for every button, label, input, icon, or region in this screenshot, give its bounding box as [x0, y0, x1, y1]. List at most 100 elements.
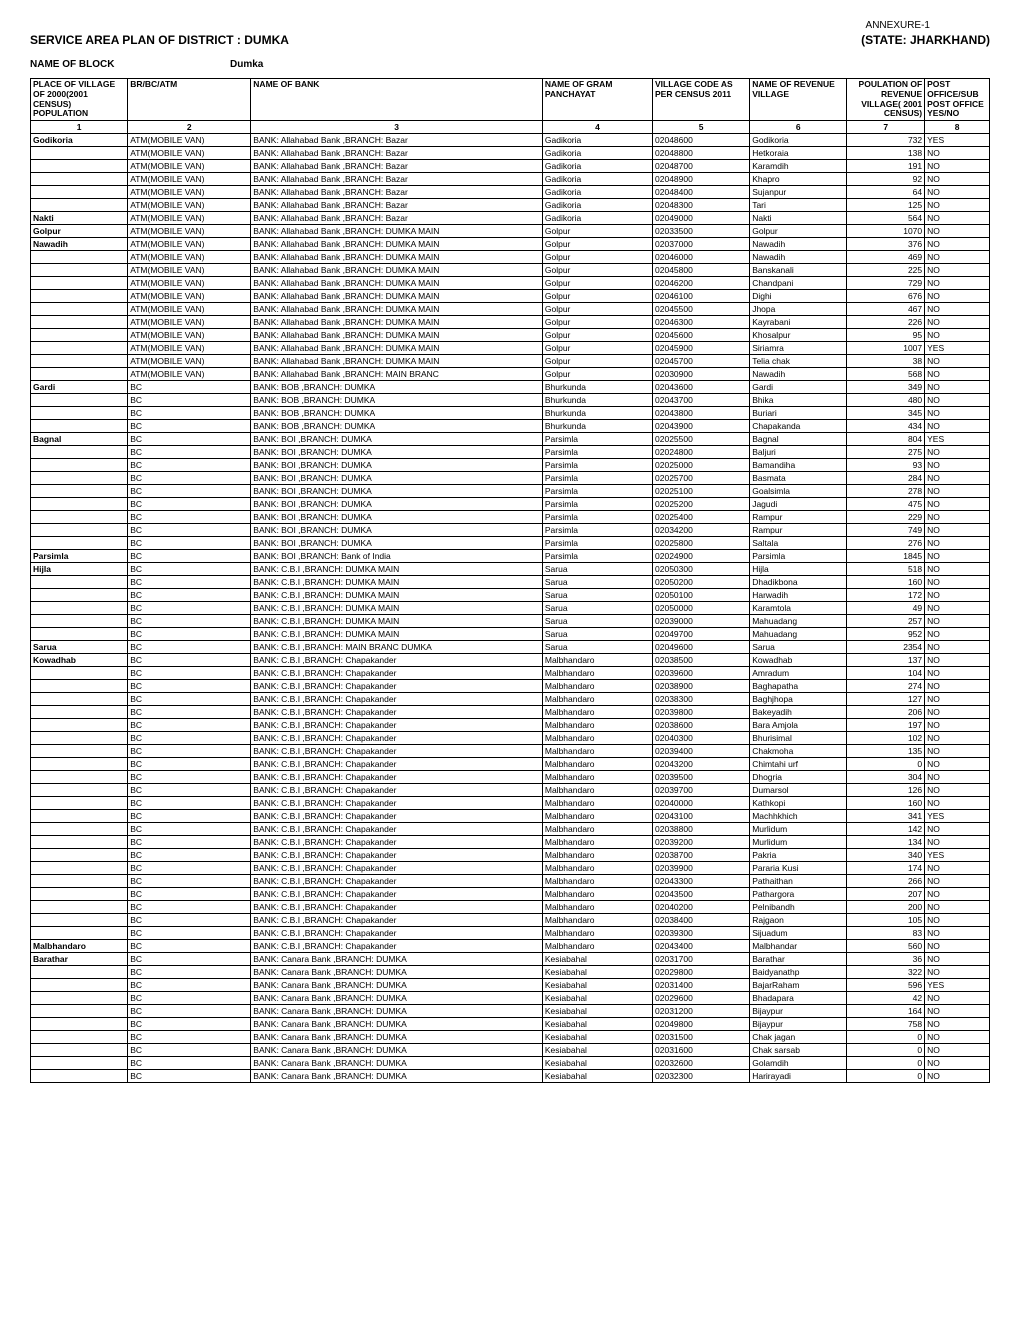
- table-cell: [31, 927, 128, 940]
- table-cell: 02031200: [653, 1005, 750, 1018]
- table-row: BCBANK: Canara Bank ,BRANCH: DUMKAKesiab…: [31, 1031, 990, 1044]
- table-cell: 02025500: [653, 433, 750, 446]
- table-row: ATM(MOBILE VAN)BANK: Allahabad Bank ,BRA…: [31, 290, 990, 303]
- table-cell: 02046300: [653, 316, 750, 329]
- table-cell: Parsimla: [31, 550, 128, 563]
- table-cell: BANK: C.B.I ,BRANCH: Chapakander: [251, 810, 543, 823]
- table-cell: BC: [128, 680, 251, 693]
- table-cell: 276: [847, 537, 925, 550]
- table-cell: NO: [925, 147, 990, 160]
- table-cell: BANK: C.B.I ,BRANCH: DUMKA MAIN: [251, 628, 543, 641]
- table-cell: [31, 264, 128, 277]
- table-cell: Banskanali: [750, 264, 847, 277]
- table-cell: Dhogria: [750, 771, 847, 784]
- table-cell: Kesiabahal: [542, 979, 652, 992]
- table-cell: BANK: Allahabad Bank ,BRANCH: DUMKA MAIN: [251, 342, 543, 355]
- table-cell: [31, 537, 128, 550]
- table-cell: 596: [847, 979, 925, 992]
- table-cell: BC: [128, 758, 251, 771]
- table-cell: Malbhandaro: [542, 914, 652, 927]
- table-row: BCBANK: Canara Bank ,BRANCH: DUMKAKesiab…: [31, 1044, 990, 1057]
- table-cell: Bagnal: [31, 433, 128, 446]
- table-cell: ATM(MOBILE VAN): [128, 199, 251, 212]
- table-cell: Parsimla: [542, 524, 652, 537]
- table-row: ATM(MOBILE VAN)BANK: Allahabad Bank ,BRA…: [31, 186, 990, 199]
- table-cell: [31, 368, 128, 381]
- table-cell: Bhurkunda: [542, 420, 652, 433]
- table-cell: BC: [128, 979, 251, 992]
- table-cell: 02025000: [653, 459, 750, 472]
- table-cell: [31, 693, 128, 706]
- table-cell: NO: [925, 381, 990, 394]
- table-cell: [31, 667, 128, 680]
- table-cell: Malbhandaro: [31, 940, 128, 953]
- table-cell: Golpur: [542, 251, 652, 264]
- table-cell: Murlidum: [750, 836, 847, 849]
- table-cell: 102: [847, 732, 925, 745]
- table-cell: 02046200: [653, 277, 750, 290]
- table-cell: [31, 147, 128, 160]
- table-cell: Baghjhopa: [750, 693, 847, 706]
- table-cell: BANK: C.B.I ,BRANCH: Chapakander: [251, 836, 543, 849]
- table-row: ATM(MOBILE VAN)BANK: Allahabad Bank ,BRA…: [31, 342, 990, 355]
- table-cell: NO: [925, 602, 990, 615]
- table-cell: BANK: Allahabad Bank ,BRANCH: Bazar: [251, 134, 543, 147]
- table-row: BCBANK: BOI ,BRANCH: DUMKAParsimla020258…: [31, 537, 990, 550]
- table-row: BCBANK: Canara Bank ,BRANCH: DUMKAKesiab…: [31, 1057, 990, 1070]
- table-cell: ATM(MOBILE VAN): [128, 316, 251, 329]
- table-cell: BANK: C.B.I ,BRANCH: Chapakander: [251, 719, 543, 732]
- table-cell: BC: [128, 966, 251, 979]
- table-cell: BANK: C.B.I ,BRANCH: Chapakander: [251, 849, 543, 862]
- table-cell: 02043400: [653, 940, 750, 953]
- table-cell: ATM(MOBILE VAN): [128, 329, 251, 342]
- table-cell: 02043900: [653, 420, 750, 433]
- table-cell: 469: [847, 251, 925, 264]
- table-cell: YES: [925, 979, 990, 992]
- table-cell: [31, 290, 128, 303]
- table-cell: 49: [847, 602, 925, 615]
- table-cell: Kesiabahal: [542, 953, 652, 966]
- table-row: BCBANK: Canara Bank ,BRANCH: DUMKAKesiab…: [31, 1005, 990, 1018]
- table-cell: [31, 316, 128, 329]
- table-cell: 197: [847, 719, 925, 732]
- table-cell: Parsimla: [542, 537, 652, 550]
- table-cell: NO: [925, 407, 990, 420]
- table-cell: BANK: C.B.I ,BRANCH: Chapakander: [251, 901, 543, 914]
- table-cell: 518: [847, 563, 925, 576]
- table-cell: BANK: C.B.I ,BRANCH: Chapakander: [251, 745, 543, 758]
- table-row: BCBANK: C.B.I ,BRANCH: ChapakanderMalbha…: [31, 914, 990, 927]
- table-cell: BC: [128, 953, 251, 966]
- table-cell: 02045700: [653, 355, 750, 368]
- table-cell: BANK: C.B.I ,BRANCH: Chapakander: [251, 797, 543, 810]
- table-cell: 02037000: [653, 238, 750, 251]
- service-area-table: PLACE OF VILLAGE OF 2000(2001 CENSUS) PO…: [30, 78, 990, 1083]
- table-cell: 02025400: [653, 511, 750, 524]
- table-cell: Parsimla: [542, 550, 652, 563]
- table-cell: 2354: [847, 641, 925, 654]
- table-cell: [31, 784, 128, 797]
- table-cell: 02040200: [653, 901, 750, 914]
- table-cell: NO: [925, 732, 990, 745]
- table-cell: Dhadikbona: [750, 576, 847, 589]
- table-cell: BANK: Canara Bank ,BRANCH: DUMKA: [251, 992, 543, 1005]
- table-cell: 729: [847, 277, 925, 290]
- table-cell: Golpur: [542, 238, 652, 251]
- table-cell: Chimtahi urf: [750, 758, 847, 771]
- table-cell: 349: [847, 381, 925, 394]
- table-cell: 560: [847, 940, 925, 953]
- table-cell: 160: [847, 797, 925, 810]
- table-cell: NO: [925, 797, 990, 810]
- table-cell: BC: [128, 628, 251, 641]
- table-cell: 02049700: [653, 628, 750, 641]
- table-cell: BANK: Allahabad Bank ,BRANCH: Bazar: [251, 199, 543, 212]
- table-cell: 02029600: [653, 992, 750, 1005]
- table-cell: BANK: C.B.I ,BRANCH: Chapakander: [251, 667, 543, 680]
- table-cell: 02038400: [653, 914, 750, 927]
- table-cell: 02031600: [653, 1044, 750, 1057]
- table-row: BCBANK: BOI ,BRANCH: DUMKAParsimla020252…: [31, 498, 990, 511]
- table-cell: Kowadhab: [31, 654, 128, 667]
- table-cell: [31, 732, 128, 745]
- table-cell: Malbhandaro: [542, 940, 652, 953]
- col-num-8: 8: [925, 121, 990, 134]
- table-cell: Malbhandaro: [542, 823, 652, 836]
